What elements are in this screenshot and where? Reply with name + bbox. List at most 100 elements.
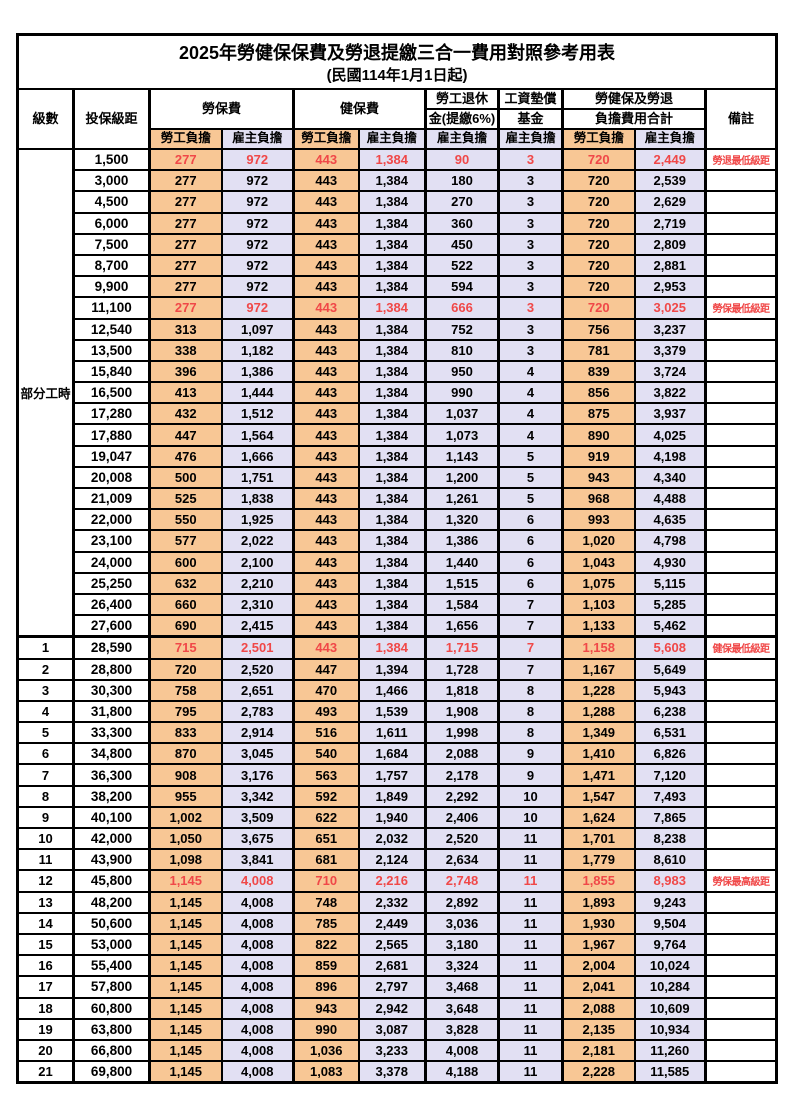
table-row: 12,540 313 1,097 443 1,384 752 3 756 3,237 [18, 317, 778, 341]
table-row: 部分工時 1,500 277 972 443 1,384 90 3 720 2,449 勞退最低級距 [16, 147, 778, 638]
pension-employer-cell: 3,324 [424, 954, 500, 978]
health-employer-cell: 1,757 [357, 763, 427, 787]
wage-fund-cell: 3 [497, 232, 564, 256]
level-cell: 17 [16, 975, 75, 999]
wage-fund-cell: 8 [497, 678, 564, 702]
health-employee-cell: 443 [292, 190, 360, 214]
health-employer-cell: 2,124 [357, 848, 427, 872]
total-employee-cell: 720 [561, 296, 636, 320]
remark-cell [703, 592, 778, 617]
labor-employer-cell: 2,210 [220, 571, 295, 595]
table-row: 7 36,300 908 3,176 563 1,757 2,178 9 1,471 7,120 [16, 763, 778, 787]
health-employee-cell: 859 [292, 954, 360, 978]
wage-fund-cell: 7 [497, 635, 564, 660]
total-employee-cell: 1,967 [561, 932, 636, 957]
pension-employer-cell: 2,178 [424, 763, 500, 787]
pension-employer-cell: 2,406 [424, 805, 500, 830]
remark-cell: 勞退最低級距 [703, 147, 778, 172]
header-bracket: 投保級距 [72, 88, 151, 150]
pension-employer-cell: 2,634 [424, 848, 500, 872]
labor-employee-cell: 1,002 [148, 805, 223, 830]
health-employer-cell: 1,384 [357, 190, 427, 214]
total-employer-cell: 7,865 [633, 805, 707, 830]
health-employee-cell: 622 [292, 805, 360, 830]
table-row: 17,880 447 1,564 443 1,384 1,073 4 890 4,025 [18, 423, 778, 447]
pension-employer-cell: 3,648 [424, 996, 500, 1020]
table-row: 24,000 600 2,100 443 1,384 1,440 6 1,043 4,930 [18, 550, 778, 574]
health-employee-cell: 443 [292, 592, 360, 617]
pension-employer-cell: 1,818 [424, 678, 500, 702]
total-employer-cell: 7,493 [633, 784, 707, 808]
total-employee-cell: 943 [561, 465, 636, 490]
health-employee-cell: 443 [292, 465, 360, 490]
total-employee-cell: 1,075 [561, 571, 636, 595]
bracket-cell: 13,500 [72, 338, 151, 362]
health-employee-cell: 443 [292, 508, 360, 532]
total-employee-cell: 756 [561, 317, 636, 341]
table-row: 19,047 476 1,666 443 1,384 1,143 5 919 4,198 [18, 444, 778, 468]
level-cell: 9 [16, 805, 75, 830]
wage-fund-cell: 3 [497, 211, 564, 235]
table-row: 16 55,400 1,145 4,008 859 2,681 3,324 11 2,004 10… [16, 954, 778, 978]
health-employer-cell: 1,394 [357, 657, 427, 681]
level-cell: 1 [16, 635, 75, 660]
wage-fund-cell: 10 [497, 784, 564, 808]
labor-employee-cell: 277 [148, 232, 223, 256]
total-employer-cell: 5,943 [633, 678, 707, 702]
table-row: 15 53,000 1,145 4,008 822 2,565 3,180 11 1,967 9,… [16, 932, 778, 957]
table-row: 21,009 525 1,838 443 1,384 1,261 5 968 4,488 [18, 486, 778, 511]
remark-cell [703, 975, 778, 999]
header-level: 級數 [16, 88, 75, 150]
header-row-3: 勞工負擔 雇主負擔 勞工負擔 雇主負擔 雇主負擔 雇主負擔 勞工負擔 雇主負擔 [18, 128, 777, 150]
remark-cell [703, 423, 778, 447]
wage-fund-cell: 11 [497, 932, 564, 957]
health-employee-cell: 443 [292, 211, 360, 235]
fee-table: 2025年勞健保保費及勞退提繳三合一費用對照參考用表 (民國114年1月1日起)… [16, 33, 779, 1085]
total-employer-cell: 3,937 [633, 402, 707, 426]
bracket-cell: 50,600 [72, 911, 151, 935]
wage-fund-cell: 4 [497, 359, 564, 384]
level-cell: 19 [16, 1017, 75, 1041]
health-employee-cell: 443 [292, 359, 360, 384]
wage-fund-cell: 9 [497, 763, 564, 787]
remark-cell: 勞保最低級距 [703, 296, 778, 320]
labor-employee-cell: 500 [148, 465, 223, 490]
health-employee-cell: 443 [292, 169, 360, 193]
remark-cell [703, 169, 778, 193]
pension-employer-cell: 990 [424, 381, 500, 405]
health-employer-cell: 1,384 [357, 592, 427, 617]
total-employer-cell: 10,609 [633, 996, 707, 1020]
labor-employee-cell: 525 [148, 486, 223, 511]
pension-employer-cell: 1,261 [424, 486, 500, 511]
bracket-cell: 57,800 [72, 975, 151, 999]
total-employee-cell: 2,004 [561, 954, 636, 978]
total-employer-cell: 2,539 [633, 169, 707, 193]
health-employee-cell: 443 [292, 486, 360, 511]
table-row: 17 57,800 1,145 4,008 896 2,797 3,468 11 2,041 10… [16, 975, 778, 999]
total-employer-cell: 10,024 [633, 954, 707, 978]
remark-cell [703, 784, 778, 808]
health-employer-cell: 1,384 [357, 296, 427, 320]
table-row: 11 43,900 1,098 3,841 681 2,124 2,634 11 1,779 8,… [16, 848, 778, 872]
wage-fund-cell: 11 [497, 1017, 564, 1041]
pension-employer-cell: 4,188 [424, 1060, 500, 1084]
labor-employer-cell: 3,675 [220, 826, 295, 851]
header-row-2: 金(提繳6%) 基金 負擔費用合計 [18, 108, 777, 130]
remark-cell [703, 890, 778, 914]
total-employer-cell: 9,243 [633, 890, 707, 914]
labor-employee-cell: 1,145 [148, 1060, 223, 1084]
table-row: 8,700 277 972 443 1,384 522 3 720 2,881 [18, 253, 778, 278]
health-employer-cell: 2,216 [357, 869, 427, 893]
level-cell: 14 [16, 911, 75, 935]
table-row: 20,008 500 1,751 443 1,384 1,200 5 943 4,340 [18, 465, 778, 490]
health-employee-cell: 1,036 [292, 1038, 360, 1063]
pension-employer-cell: 270 [424, 190, 500, 214]
labor-employee-cell: 1,145 [148, 996, 223, 1020]
level-cell: 18 [16, 996, 75, 1020]
table-row: 1 28,590 715 2,501 443 1,384 1,715 7 1,158 5,608 健… [16, 635, 778, 660]
health-employee-cell: 443 [292, 381, 360, 405]
labor-employer-cell: 972 [220, 190, 295, 214]
total-employee-cell: 1,701 [561, 826, 636, 851]
table-row: 19 63,800 1,145 4,008 990 3,087 3,828 11 2,135 10… [16, 1017, 778, 1041]
health-employee-cell: 896 [292, 975, 360, 999]
